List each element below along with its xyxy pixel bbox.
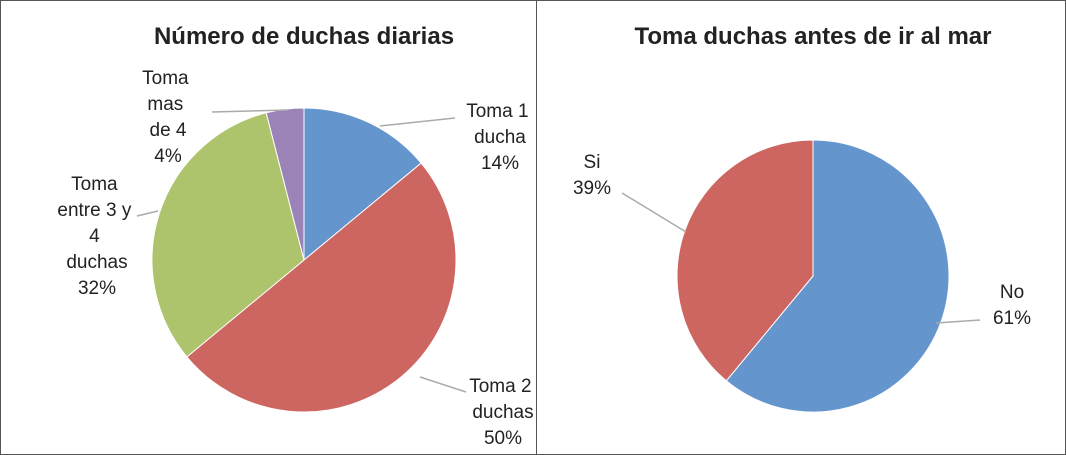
data-label-category-line: mas: [147, 94, 188, 115]
data-label-value: 14%: [481, 153, 519, 174]
data-label-value: 50%: [484, 428, 522, 449]
pie-slice: [151, 112, 305, 358]
chart-title: Número de duchas diarias: [154, 23, 454, 50]
pie-slice: [676, 139, 814, 382]
data-label-category-line: Toma 2: [469, 376, 537, 397]
data-label-category-line: entre 3 y: [57, 200, 136, 221]
leader-line: [379, 117, 456, 127]
data-label-value: 32%: [78, 278, 116, 299]
data-label-category: Toma 1 ducha: [466, 101, 534, 148]
data-label-value: 4%: [154, 146, 182, 167]
leader-line: [136, 210, 159, 217]
data-label-category-line: Si: [584, 152, 601, 173]
data-label-value: 39%: [573, 178, 611, 199]
data-label-category-line: No: [1000, 282, 1024, 303]
data-label-category: Toma entre 3 y 4 duchas: [57, 174, 136, 273]
data-label-category-line: duchas: [66, 252, 127, 273]
data-label-category: Toma 2 duchas: [469, 376, 537, 423]
chart-title-line: Toma duchas antes de ir al mar: [634, 23, 991, 50]
data-label-value: 61%: [993, 308, 1031, 329]
leader-line: [211, 109, 289, 113]
chart-title: Toma duchas antes de ir al mar: [634, 23, 991, 50]
data-label-category: No: [1000, 282, 1024, 303]
data-label-category-line: Toma 1: [466, 101, 534, 122]
pie-slice: [186, 162, 457, 413]
leader-line: [935, 319, 981, 324]
data-label-category: Si: [584, 152, 601, 173]
data-label-category-line: de 4: [150, 120, 187, 141]
data-label-category-line: duchas: [472, 402, 533, 423]
data-label-category: Toma mas de 4: [142, 68, 194, 141]
leader-line: [419, 376, 467, 393]
data-label-category-line: ducha: [474, 127, 526, 148]
pie-slice: [303, 107, 422, 262]
chart-title-line: Número de duchas diarias: [154, 23, 454, 50]
pie-slice: [265, 107, 305, 261]
data-label-category-line: 4: [89, 226, 105, 247]
data-label-category-line: Toma: [71, 174, 123, 195]
data-label-category-line: Toma: [142, 68, 194, 89]
leader-line: [621, 192, 687, 233]
